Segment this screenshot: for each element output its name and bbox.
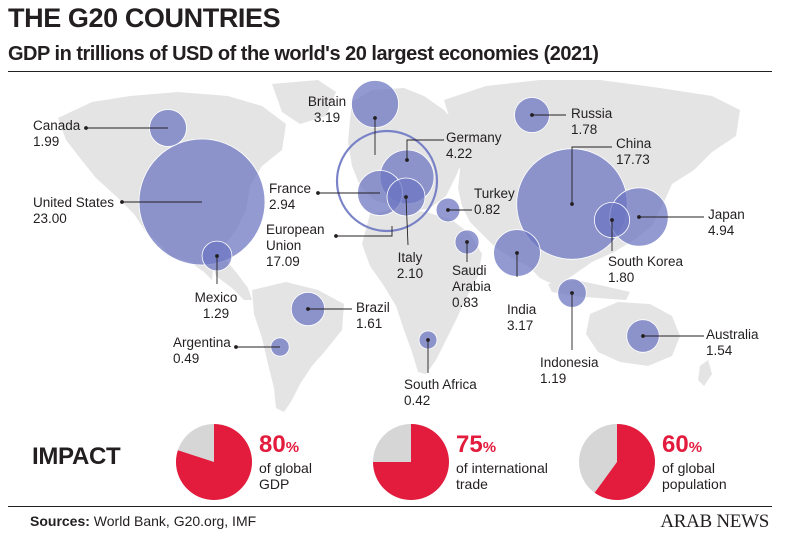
leader-germany [406, 139, 444, 160]
anchor-dot-france [316, 191, 320, 195]
label-italy: Italy 2.10 [397, 250, 423, 281]
impact-pie-population [579, 424, 655, 500]
anchor-dot-saudi-arabia [465, 240, 469, 244]
anchor-dot-australia [641, 334, 645, 338]
anchor-dot-germany [405, 158, 409, 162]
impact-pie-gdp [176, 424, 253, 500]
anchor-dot-india [515, 251, 519, 255]
landmass-africa [362, 208, 482, 374]
impact-percent: 75% [456, 431, 497, 458]
label-argentina: Argentina 0.49 [173, 335, 231, 366]
impact-pie-trade [373, 424, 449, 500]
anchor-dot-china [570, 202, 574, 206]
label-germany: Germany 4.22 [446, 130, 502, 161]
label-south-korea: South Korea 1.80 [608, 254, 684, 285]
impact-gdp: 80% of global GDP [175, 423, 405, 501]
impact-description: of international trade [456, 460, 548, 492]
label-turkey: Turkey 0.82 [474, 186, 515, 217]
footer-divider [8, 506, 772, 507]
anchor-dot-japan [637, 215, 641, 219]
anchor-dot-russia [530, 113, 534, 117]
chart-subtitle: GDP in trillions of USD of the world's 2… [8, 43, 599, 65]
label-india: India 3.17 [507, 302, 537, 333]
anchor-dot-turkey [446, 208, 450, 212]
label-china: China 17.73 [616, 136, 652, 167]
impact-percent: 60% [662, 431, 703, 458]
label-britain: Britain 3.19 [308, 94, 346, 125]
label-canada: Canada 1.99 [33, 118, 81, 149]
leader-european-union [336, 226, 393, 237]
label-united-states: United States 23.00 [33, 195, 114, 226]
european-union-ring [335, 129, 439, 233]
anchor-dot-brazil [306, 307, 310, 311]
anchor-dot-canada [84, 126, 88, 130]
impact-heading: IMPACT [32, 443, 121, 470]
leader-china [571, 146, 612, 204]
anchor-dot-britain [373, 116, 377, 120]
landmass-new-zealand [698, 360, 712, 386]
anchor-dot-south-korea [610, 218, 614, 222]
label-european-union: European Union 17.09 [266, 222, 325, 269]
impact-description: of global GDP [259, 460, 312, 492]
impact-percent: 80% [259, 431, 300, 458]
landmass-greenland [272, 80, 336, 124]
title-divider [8, 71, 772, 72]
label-japan: Japan 4.94 [708, 207, 745, 238]
chart-title: THE G20 COUNTRIES [8, 3, 281, 33]
impact-population: 60% of global population [578, 423, 800, 501]
anchor-dot-european-union [334, 234, 338, 238]
anchor-dot-argentina [234, 345, 238, 349]
anchor-dot-united-states [120, 200, 124, 204]
anchor-dot-indonesia [570, 291, 574, 295]
label-france: France 2.94 [269, 181, 311, 212]
anchor-dot-south-africa [426, 338, 430, 342]
pie-slice [373, 424, 449, 500]
sources-note: Sources: World Bank, G20.org, IMF [30, 513, 257, 529]
brand-logo: ARAB NEWS [660, 511, 769, 532]
label-indonesia: Indonesia 1.19 [540, 355, 599, 386]
label-mexico: Mexico 1.29 [195, 290, 238, 321]
impact-description: of global population [662, 460, 727, 492]
anchor-dot-mexico [215, 254, 219, 258]
gdp-labels: Canada 1.99 United States 23.00 Mexico 1.29 Br… [33, 94, 759, 408]
pie-slice [594, 424, 655, 500]
label-russia: Russia 1.78 [571, 106, 613, 137]
label-saudi-arabia: Saudi Arabia 0.83 [452, 263, 492, 310]
label-brazil: Brazil 1.61 [356, 300, 390, 331]
label-south-africa: South Africa 0.42 [404, 377, 477, 408]
leader-italy [405, 196, 409, 246]
impact-trade: 75% of international trade [372, 423, 602, 501]
pie-slice [176, 424, 253, 500]
label-australia: Australia 1.54 [706, 327, 759, 358]
anchor-dot-italy [404, 195, 408, 199]
